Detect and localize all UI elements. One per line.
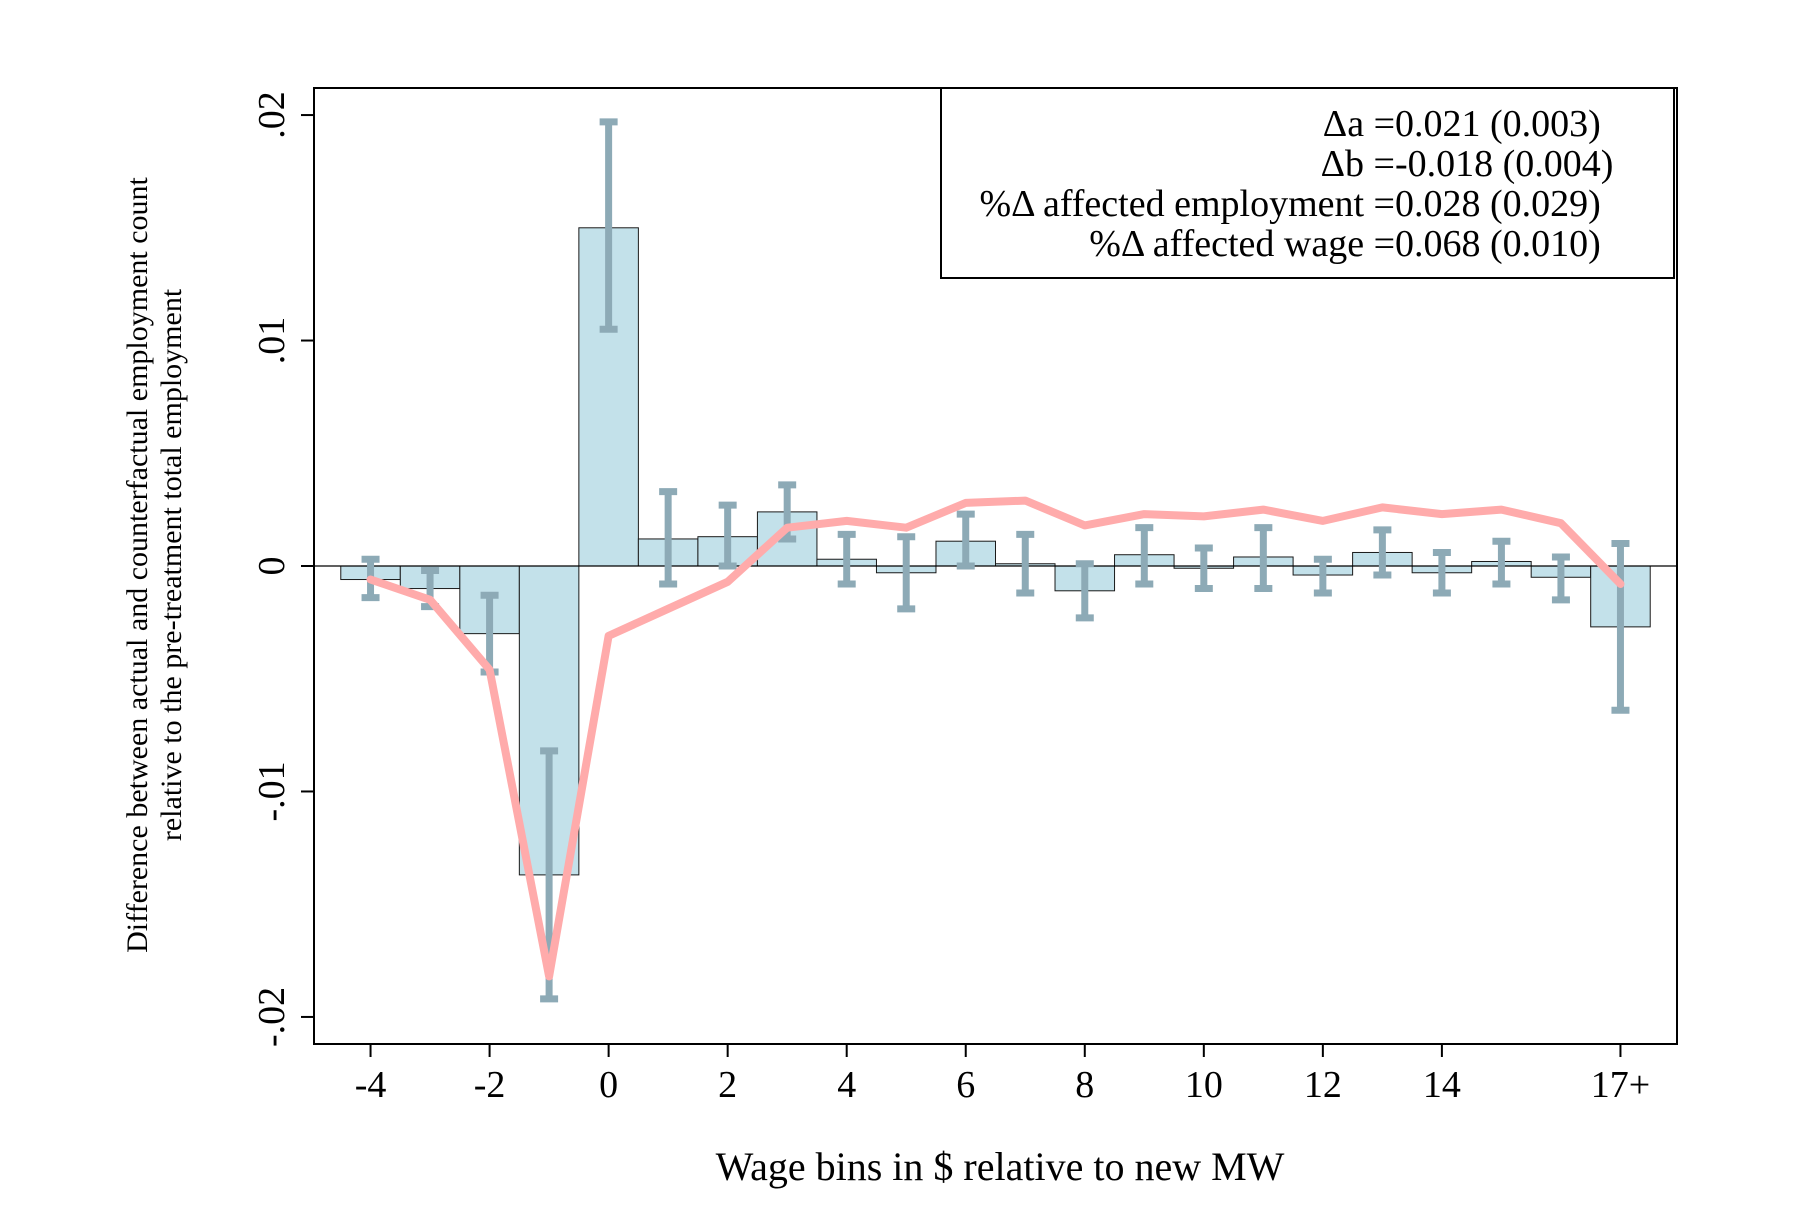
error-bar-9 [1135,524,1154,588]
annotation-value: 0.028 (0.029) [1395,183,1601,225]
error-bar-16 [1551,553,1570,604]
y-tick-label: .02 [251,91,293,139]
y-axis-label-line1: Difference between actual and counterfac… [121,176,154,952]
y-tick-label: -.02 [251,987,293,1047]
error-bar-11 [1254,524,1273,593]
x-tick-label: 4 [837,1064,856,1106]
y-axis-label-line2: relative to the pre-treatment total empl… [155,288,188,841]
error-bar-7 [1016,530,1035,597]
error-bar-14 [1432,548,1451,597]
legend-box: Δa = 0.021 (0.003)Δb = -0.018 (0.004)%Δ a… [940,87,1675,279]
line-layer [366,496,1625,981]
y-tick-label: .01 [251,317,293,365]
x-tick-label: 0 [599,1064,618,1106]
x-tick-label: 6 [956,1064,975,1106]
annotation-label: %Δ affected wage = [1089,223,1395,265]
bars-layer [340,227,1651,876]
y-tick-label: 0 [251,557,293,576]
x-tick-label: 12 [1304,1064,1342,1106]
series-line-0 [366,496,1625,981]
y-axis-ticks: -.02 -.01 0 .01 .02 [251,91,314,1047]
error-bar-12 [1313,555,1332,597]
x-tick-label: -2 [474,1064,506,1106]
annotation-label: Δb = [1321,143,1395,185]
error-bar-0 [599,118,618,333]
error-bar-2 [718,501,737,570]
x-tick-label: -4 [355,1064,387,1106]
error-bar-8 [1075,560,1094,622]
error-bar-6 [956,510,975,570]
error-bar-17 [1611,539,1630,714]
x-tick-label: 14 [1423,1064,1461,1106]
x-tick-label: 8 [1075,1064,1094,1106]
error-bars-layer [361,118,1630,1003]
annotation-value: -0.018 (0.004) [1395,143,1613,185]
legend-frame [940,87,1675,279]
annotation-value: 0.021 (0.003) [1395,103,1601,145]
x-tick-label: 10 [1185,1064,1223,1106]
annotation-label: %Δ affected employment = [979,183,1395,225]
annotation-label: Δa = [1323,103,1395,145]
annotation-value: 0.068 (0.010) [1395,223,1601,265]
x-tick-label: 17+ [1591,1064,1650,1106]
x-axis-label: Wage bins in $ relative to new MW [716,1144,1285,1189]
error-bar-5 [897,533,916,613]
x-tick-label: 2 [718,1064,737,1106]
x-axis-ticks: -4 -2 0 2 4 6 8 10 12 14 17+ [355,1044,1650,1106]
y-tick-label: -.01 [251,761,293,821]
error-bar-4 [837,530,856,588]
error-bar-13 [1373,526,1392,579]
error-bar-1 [659,488,678,588]
legend-lines: Δa = 0.021 (0.003)Δb = -0.018 (0.004)%Δ a… [979,103,1613,265]
error-bar-10 [1194,544,1213,593]
error-bar-15 [1492,537,1511,588]
